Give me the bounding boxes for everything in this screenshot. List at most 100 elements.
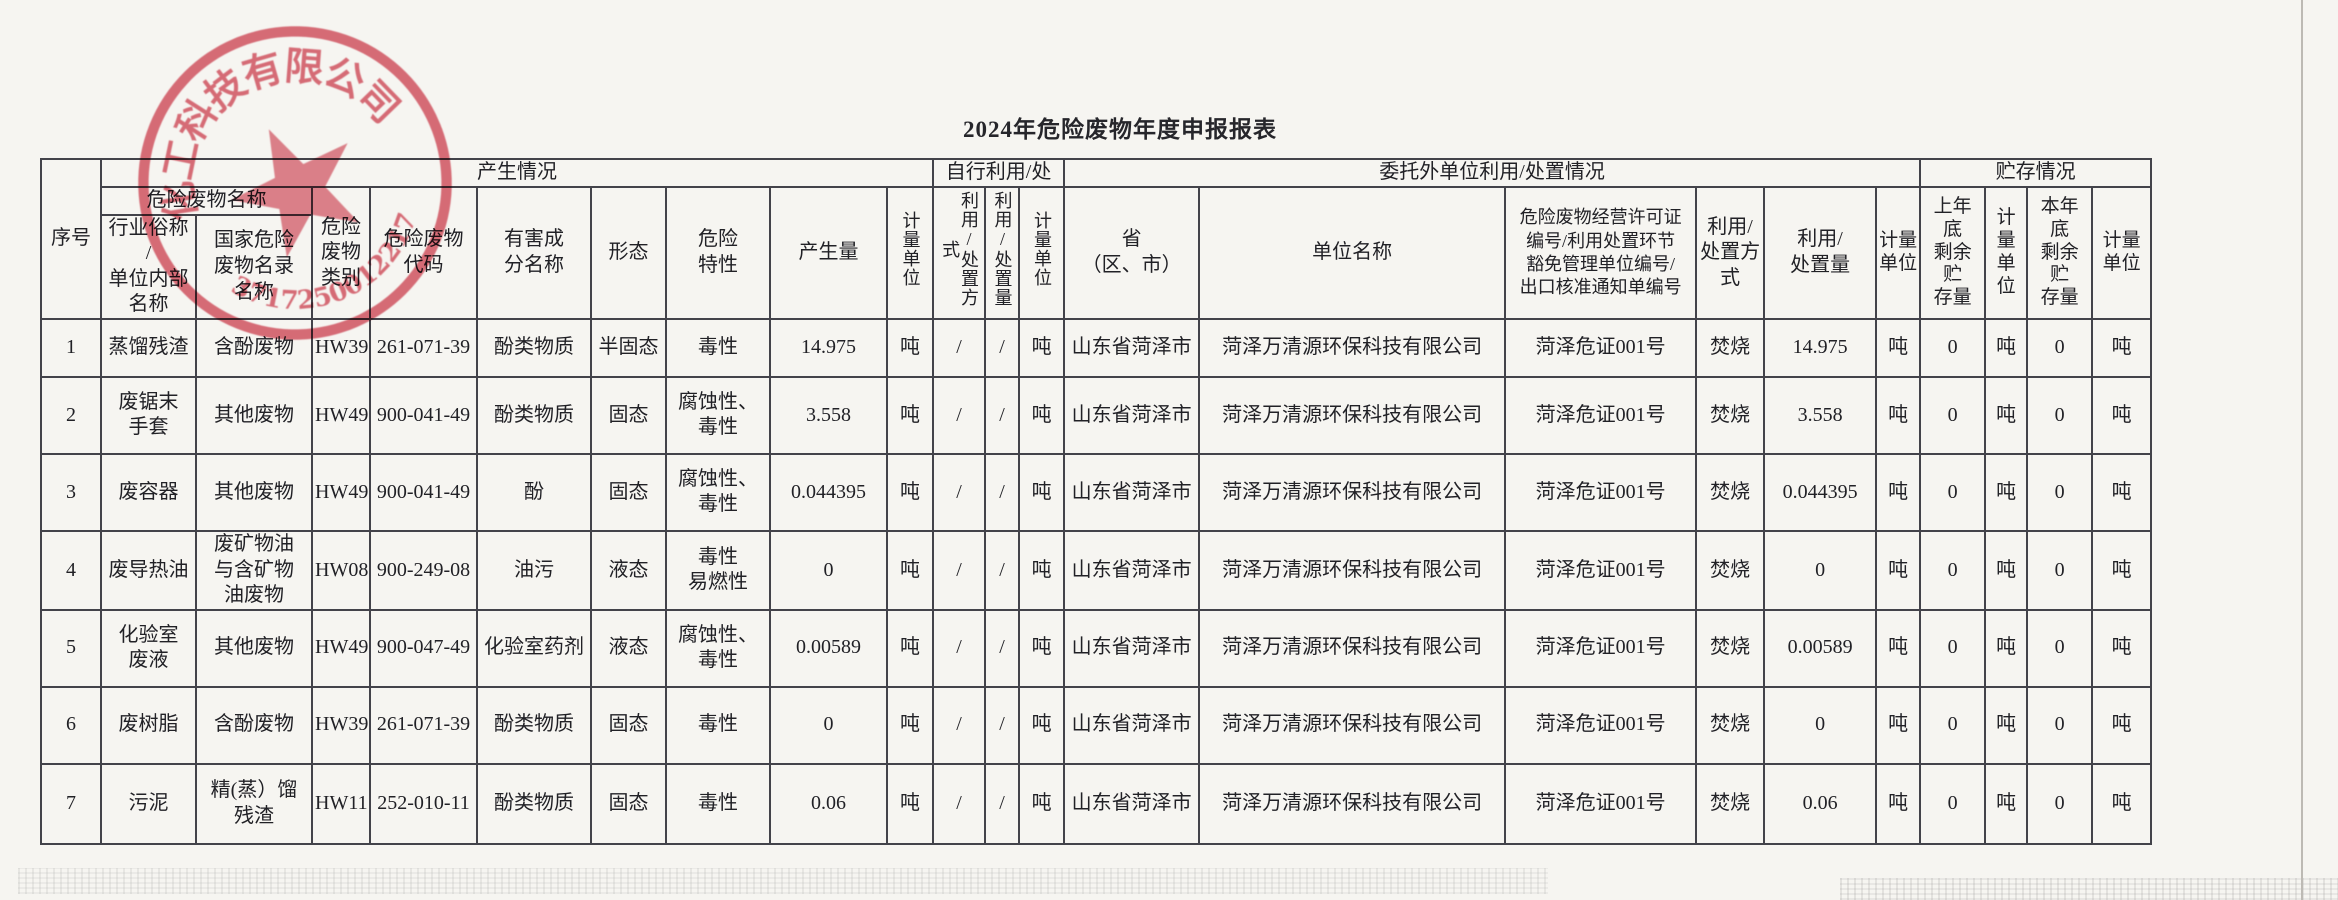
header-waste-name-group: 危险废物名称: [100, 186, 313, 216]
cell-ext-amount: 3.558: [1763, 375, 1878, 455]
table-row: 5 化验室 废液 其他废物 HW49 900-047-49 化验室药剂 液态 腐蚀性、 毒性 0…: [40, 608, 2153, 688]
header-ext-method: 利用/ 处置方 式: [1695, 186, 1766, 320]
cell-hazard-trait: 毒性: [665, 317, 771, 378]
cell-ty-unit: 吨: [2091, 317, 2153, 378]
cell-ty-unit: 吨: [2091, 529, 2153, 611]
cell-ext-unit: 吨: [1875, 375, 1922, 455]
cell-catalog-name: 含酚废物: [195, 685, 313, 765]
gen-unit-label: 计量单位: [900, 211, 921, 288]
cell-ext-method: 焚烧: [1695, 375, 1766, 455]
cell-generated-amount: 0.044395: [769, 452, 888, 532]
cell-harmful-component: 油污: [476, 529, 592, 611]
cell-serial: 5: [40, 608, 102, 688]
cell-self-unit: 吨: [1018, 685, 1066, 765]
cell-gen-unit: 吨: [885, 608, 935, 688]
cell-category: HW49: [311, 452, 371, 532]
cell-hazard-trait: 腐蚀性、 毒性: [665, 452, 771, 532]
header-province: 省 （区、市）: [1063, 186, 1201, 320]
cell-generated-amount: 14.975: [769, 317, 888, 378]
cell-license-no: 菏泽危证001号: [1504, 452, 1698, 532]
cell-ly-unit: 吨: [1984, 529, 2029, 611]
cell-this-year-storage: 0: [2026, 317, 2094, 378]
cell-ext-unit: 吨: [1875, 608, 1922, 688]
cell-hazard-trait: 毒性 易燃性: [665, 529, 771, 611]
cell-form: 固态: [590, 762, 667, 845]
header-serial: 序号: [40, 158, 102, 320]
cell-gen-unit: 吨: [885, 529, 935, 611]
header-self-amount: 利用/处置量: [984, 186, 1021, 320]
header-catalog-name: 国家危险 废物名录 名称: [195, 213, 313, 320]
cell-self-amount: /: [984, 375, 1021, 455]
header-this-year-storage: 本年 底 剩余 贮 存量: [2026, 186, 2094, 320]
cell-harmful-component: 酚类物质: [476, 375, 592, 455]
cell-province: 山东省菏泽市: [1063, 762, 1201, 845]
cell-gen-unit: 吨: [885, 317, 935, 378]
cell-form: 液态: [590, 529, 667, 611]
header-ty-unit: 计量 单位: [2091, 186, 2153, 320]
cell-generated-amount: 0.00589: [769, 608, 888, 688]
header-ly-unit: 计量 单位: [1984, 186, 2029, 320]
cell-company-name: 菏泽万清源环保科技有限公司: [1198, 608, 1507, 688]
cell-code: 900-249-08: [369, 529, 478, 611]
cell-self-amount: /: [984, 608, 1021, 688]
cell-province: 山东省菏泽市: [1063, 375, 1201, 455]
cell-form: 固态: [590, 375, 667, 455]
cell-category: HW39: [311, 317, 371, 378]
cell-ext-method: 焚烧: [1695, 529, 1766, 611]
header-category: 危险 废物 类别: [311, 186, 371, 320]
cell-self-method: /: [932, 762, 987, 845]
header-industry-name: 行业俗称 / 单位内部 名称: [100, 213, 197, 320]
cell-gen-unit: 吨: [885, 375, 935, 455]
table-row: 1 蒸馏残渣 含酚废物 HW39 261-071-39 酚类物质 半固态 毒性 14.975 吨 /…: [40, 317, 2153, 378]
cell-category: HW08: [311, 529, 371, 611]
header-code: 危险废物 代码: [369, 186, 478, 320]
cell-ext-amount: 0: [1763, 529, 1878, 611]
cell-catalog-name: 其他废物: [195, 452, 313, 532]
cell-ext-unit: 吨: [1875, 317, 1922, 378]
cell-this-year-storage: 0: [2026, 529, 2094, 611]
cell-hazard-trait: 腐蚀性、 毒性: [665, 608, 771, 688]
cell-ty-unit: 吨: [2091, 608, 2153, 688]
cell-catalog-name: 精(蒸）馏 残渣: [195, 762, 313, 845]
cell-category: HW11: [311, 762, 371, 845]
cell-self-method: /: [932, 375, 987, 455]
cell-self-method: /: [932, 317, 987, 378]
header-form: 形态: [590, 186, 667, 320]
cell-last-year-storage: 0: [1919, 317, 1987, 378]
cell-industry-name: 废导热油: [100, 529, 197, 611]
cell-self-unit: 吨: [1018, 762, 1066, 845]
header-group-self-use: 自行利用/处: [932, 158, 1066, 188]
cell-self-method: /: [932, 452, 987, 532]
cell-gen-unit: 吨: [885, 685, 935, 765]
cell-industry-name: 废树脂: [100, 685, 197, 765]
cell-this-year-storage: 0: [2026, 685, 2094, 765]
cell-serial: 7: [40, 762, 102, 845]
cell-code: 900-041-49: [369, 452, 478, 532]
cell-license-no: 菏泽危证001号: [1504, 317, 1698, 378]
cell-license-no: 菏泽危证001号: [1504, 685, 1698, 765]
cell-self-amount: /: [984, 452, 1021, 532]
header-group-entrusted: 委托外单位利用/处置情况: [1063, 158, 1922, 188]
cell-form: 固态: [590, 685, 667, 765]
cell-serial: 2: [40, 375, 102, 455]
header-license: 危险废物经营许可证 编号/利用处置环节 豁免管理单位编号/ 出口核准通知单编号: [1504, 186, 1698, 320]
cell-self-unit: 吨: [1018, 608, 1066, 688]
cell-ly-unit: 吨: [1984, 608, 2029, 688]
cell-self-method: /: [932, 608, 987, 688]
cell-self-unit: 吨: [1018, 529, 1066, 611]
cell-ly-unit: 吨: [1984, 317, 2029, 378]
table-row: 3 废容器 其他废物 HW49 900-041-49 酚固态 腐蚀性、 毒性 0.044395…: [40, 452, 2153, 532]
page-title: 2024年危险废物年度申报报表: [963, 117, 1277, 142]
self-amount-label: 利用/处置量: [992, 191, 1013, 308]
header-hazard-trait: 危险 特性: [665, 186, 771, 320]
scan-noise-bottom-right: [1840, 878, 2338, 900]
cell-last-year-storage: 0: [1919, 762, 1987, 845]
cell-code: 252-010-11: [369, 762, 478, 845]
cell-harmful-component: 酚类物质: [476, 317, 592, 378]
cell-catalog-name: 其他废物: [195, 375, 313, 455]
cell-harmful-component: 酚类物质: [476, 685, 592, 765]
cell-ly-unit: 吨: [1984, 685, 2029, 765]
cell-industry-name: 废锯末 手套: [100, 375, 197, 455]
table-row: 2 废锯末 手套 其他废物 HW49 900-041-49 酚类物质 固态 腐蚀性、 毒性 3.…: [40, 375, 2153, 455]
cell-ext-unit: 吨: [1875, 762, 1922, 845]
